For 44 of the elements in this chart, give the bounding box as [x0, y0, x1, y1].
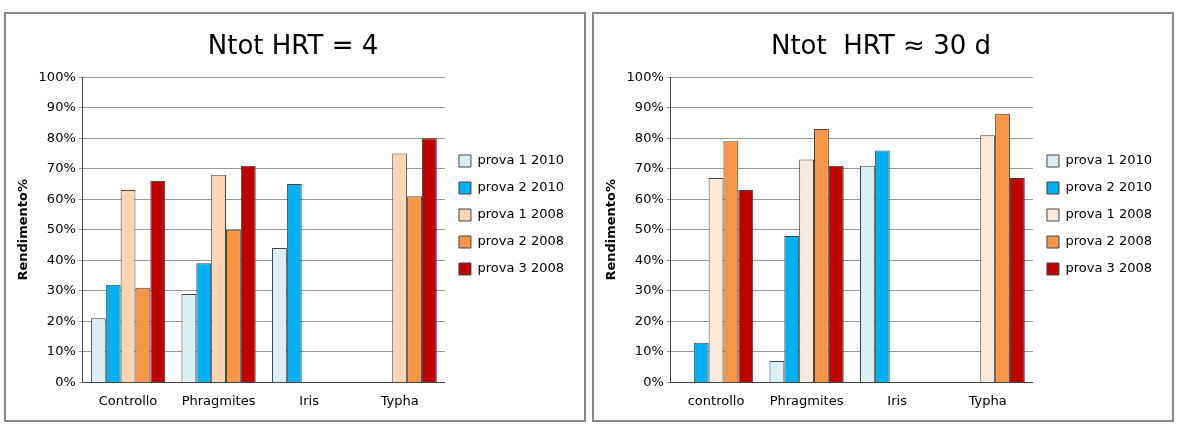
y-tick-label: 60% [46, 190, 76, 206]
chart-title: Ntot HRT = 4 [207, 30, 379, 61]
y-tick-label: 30% [46, 282, 76, 298]
y-tick-label: 0% [643, 373, 664, 389]
x-tick-label: Typha [379, 392, 419, 408]
legend-label: prova 3 2008 [1065, 260, 1152, 276]
y-tick-label: 10% [46, 343, 76, 359]
legend-label: prova 2 2010 [477, 179, 564, 195]
y-axis-title: Rendimento% [15, 178, 31, 281]
y-tick-label: 40% [634, 251, 664, 267]
legend-label: prova 1 2010 [477, 152, 564, 168]
y-tick-label: 0% [55, 373, 76, 389]
y-tick-label: 70% [46, 160, 76, 176]
y-tick-label: 60% [634, 190, 664, 206]
y-tick-label: 80% [634, 129, 664, 145]
x-tick-label: controllo [687, 392, 745, 408]
y-axis-title: Rendimento% [603, 178, 619, 281]
y-tick-label: 50% [46, 221, 76, 237]
x-tick-label: Iris [299, 392, 320, 408]
legend-label: prova 3 2008 [477, 260, 564, 276]
legend-label: prova 2 2008 [477, 233, 564, 249]
y-tick-label: 100% [626, 68, 664, 84]
x-tick-label: Phragmites [181, 392, 256, 408]
legend-label: prova 2 2008 [1065, 233, 1152, 249]
y-tick-label: 30% [634, 282, 664, 298]
chart-title: Ntot HRT ≈ 30 d [770, 30, 992, 61]
y-tick-label: 80% [46, 129, 76, 145]
x-tick-label: Iris [887, 392, 908, 408]
x-tick-label: Typha [967, 392, 1007, 408]
legend-label: prova 1 2008 [1065, 206, 1152, 222]
y-tick-label: 20% [46, 312, 76, 328]
x-tick-label: Phragmites [769, 392, 844, 408]
y-tick-label: 20% [634, 312, 664, 328]
legend-label: prova 1 2008 [477, 206, 564, 222]
legend-label: prova 1 2010 [1065, 152, 1152, 168]
y-tick-label: 10% [634, 343, 664, 359]
y-tick-label: 90% [634, 99, 664, 115]
y-tick-label: 70% [634, 160, 664, 176]
y-tick-label: 90% [46, 99, 76, 115]
y-tick-label: 40% [46, 251, 76, 267]
y-tick-label: 50% [634, 221, 664, 237]
legend-label: prova 2 2010 [1065, 179, 1152, 195]
y-tick-label: 100% [38, 68, 76, 84]
x-tick-label: Controllo [98, 392, 158, 408]
